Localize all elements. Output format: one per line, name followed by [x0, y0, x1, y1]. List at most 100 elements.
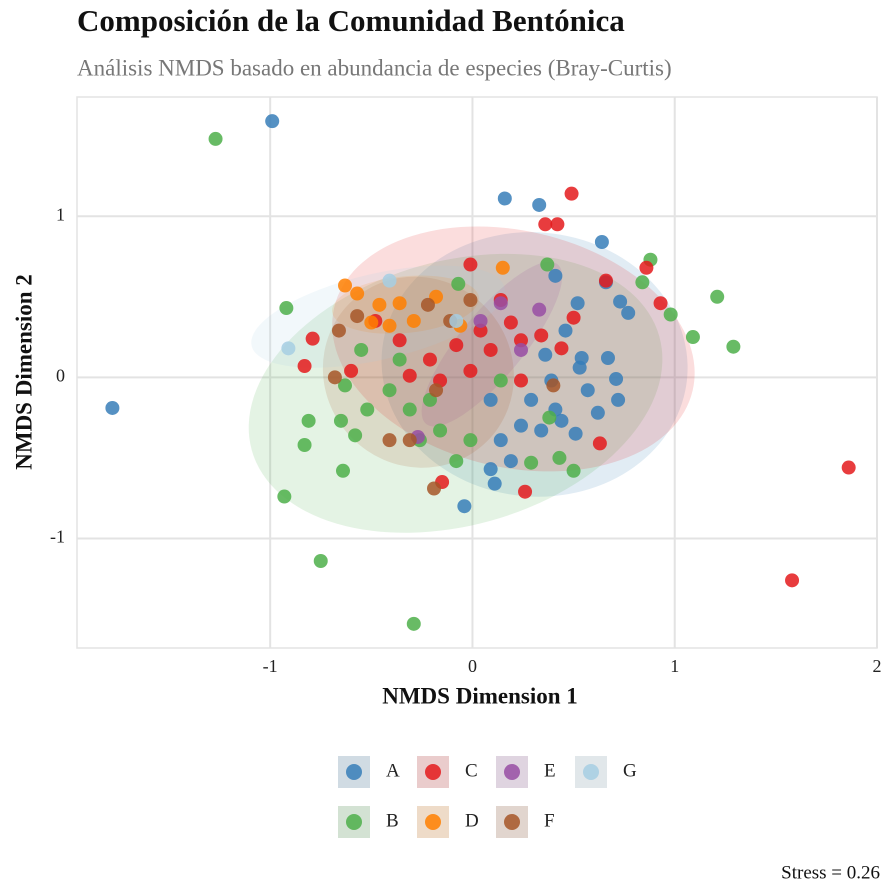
point	[463, 257, 478, 272]
point	[402, 433, 417, 448]
point	[382, 318, 397, 333]
point	[333, 413, 348, 428]
point	[524, 392, 539, 407]
point	[457, 499, 472, 514]
point	[350, 309, 365, 324]
point	[497, 191, 512, 206]
point	[710, 289, 725, 304]
point	[613, 294, 628, 309]
point	[463, 293, 478, 307]
point	[406, 616, 421, 631]
legend-key	[425, 814, 441, 830]
point	[305, 331, 320, 346]
point	[422, 352, 437, 367]
point	[558, 323, 573, 338]
point	[402, 402, 417, 417]
point	[594, 235, 609, 249]
point	[542, 410, 557, 425]
ellipses	[248, 226, 695, 533]
point	[277, 489, 292, 504]
x-axis-label: NMDS Dimension 1	[382, 683, 578, 708]
point	[532, 197, 547, 212]
point	[538, 347, 553, 362]
point	[621, 305, 636, 320]
point	[532, 302, 547, 317]
point	[493, 373, 508, 388]
point	[208, 131, 223, 146]
point	[449, 338, 464, 353]
point	[495, 260, 510, 275]
point	[327, 370, 342, 385]
point	[566, 463, 581, 478]
legend-label: E	[544, 760, 556, 781]
point	[653, 296, 668, 311]
point	[463, 363, 478, 378]
x-tick-label: -1	[263, 656, 278, 676]
point	[600, 351, 615, 365]
point	[338, 378, 353, 393]
point	[639, 260, 654, 275]
point	[663, 307, 678, 322]
point	[554, 341, 569, 356]
y-tick-label: -1	[50, 527, 65, 547]
legend-label: F	[544, 810, 555, 831]
point	[552, 450, 567, 465]
y-tick-label: 0	[56, 365, 65, 385]
point	[360, 402, 375, 417]
point	[382, 383, 397, 398]
point	[598, 273, 613, 288]
legend-key	[583, 764, 599, 780]
point	[726, 339, 741, 354]
point	[372, 297, 387, 312]
point	[513, 418, 528, 433]
point	[568, 426, 583, 441]
x-tick-label: 0	[468, 656, 477, 676]
point	[281, 341, 296, 356]
legend-key	[425, 764, 441, 780]
point	[483, 462, 498, 477]
point	[463, 433, 478, 448]
legend-key	[504, 764, 520, 780]
point	[427, 481, 442, 496]
stress-annotation: Stress = 0.26	[781, 862, 880, 883]
point	[570, 296, 585, 311]
legend-label: A	[386, 760, 400, 781]
point	[566, 310, 581, 325]
point	[487, 476, 502, 491]
point	[433, 423, 448, 438]
point	[429, 383, 444, 398]
point	[564, 186, 579, 201]
point	[406, 313, 421, 328]
point	[449, 454, 464, 469]
point	[785, 573, 800, 588]
legend-key	[346, 814, 362, 830]
point	[338, 278, 353, 293]
point	[420, 297, 435, 312]
legend-key	[504, 814, 520, 830]
point	[493, 433, 508, 448]
point	[382, 433, 397, 448]
point	[685, 330, 700, 345]
point	[297, 359, 312, 374]
point	[392, 352, 407, 367]
point	[364, 315, 379, 330]
legend-label: D	[465, 810, 479, 831]
point	[554, 413, 569, 428]
group-ellipse	[381, 232, 688, 497]
point	[473, 313, 488, 328]
points	[105, 114, 856, 631]
point	[331, 323, 346, 338]
point	[635, 275, 650, 290]
point	[548, 268, 563, 283]
point	[580, 383, 595, 398]
y-tick-label: 1	[56, 204, 65, 224]
point	[279, 301, 294, 316]
point	[354, 342, 369, 357]
y-axis-label: NMDS Dimension 2	[11, 274, 36, 470]
point	[590, 405, 605, 420]
point	[493, 296, 508, 311]
x-tick-label: 1	[670, 656, 679, 676]
point	[473, 323, 488, 338]
